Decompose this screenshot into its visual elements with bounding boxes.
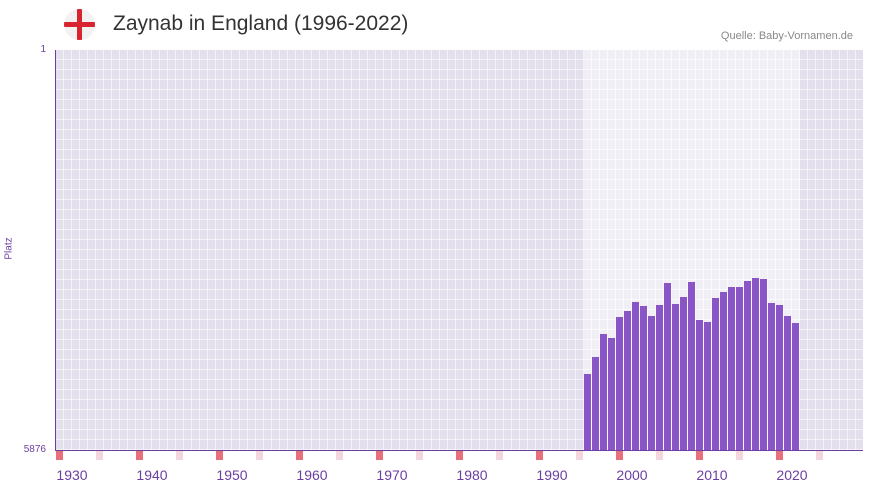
x-axis [55, 450, 863, 451]
x-tick-label: 1930 [56, 467, 88, 483]
bar-1996[interactable] [584, 374, 591, 450]
half-decade-marker [256, 451, 263, 460]
decade-marker [296, 451, 303, 460]
x-tick-label: 1970 [376, 467, 408, 483]
bar-2022[interactable] [792, 323, 799, 450]
y-tick-label: 5876 [23, 444, 46, 455]
x-tick-label: 1940 [136, 467, 168, 483]
bar-2009[interactable] [688, 282, 695, 450]
chart-title: Zaynab in England (1996-2022) [113, 12, 409, 35]
bar-2002[interactable] [632, 302, 639, 450]
y-axis [55, 50, 56, 451]
england-flag-icon [64, 9, 95, 40]
bar-2013[interactable] [720, 292, 727, 450]
half-decade-marker [576, 451, 583, 460]
bar-2005[interactable] [656, 305, 663, 450]
bar-2012[interactable] [712, 297, 719, 450]
bar-2006[interactable] [664, 283, 671, 450]
bar-1998[interactable] [600, 333, 607, 450]
bar-2016[interactable] [744, 280, 751, 450]
bar-2007[interactable] [672, 304, 679, 450]
decade-marker [616, 451, 623, 460]
half-decade-marker [496, 451, 503, 460]
x-tick-label: 1990 [536, 467, 568, 483]
bar-1999[interactable] [608, 337, 615, 450]
bar-1997[interactable] [592, 356, 599, 450]
decade-marker [56, 451, 63, 460]
bar-2010[interactable] [696, 319, 703, 450]
bar-2021[interactable] [784, 316, 791, 450]
half-decade-marker [336, 451, 343, 460]
half-decade-marker [736, 451, 743, 460]
bar-2008[interactable] [680, 297, 687, 450]
x-tick-label: 2010 [696, 467, 728, 483]
bar-2001[interactable] [624, 311, 631, 450]
bar-2004[interactable] [648, 316, 655, 450]
y-axis-label: Platz [3, 237, 15, 260]
bar-2000[interactable] [616, 317, 623, 450]
decade-marker [456, 451, 463, 460]
half-decade-marker [176, 451, 183, 460]
bar-2003[interactable] [640, 305, 647, 450]
y-tick-label: 1 [40, 44, 46, 55]
half-decade-marker [816, 451, 823, 460]
bar-2019[interactable] [768, 302, 775, 450]
half-decade-marker [656, 451, 663, 460]
decade-marker [776, 451, 783, 460]
source-link[interactable]: Quelle: Baby-Vornamen.de [720, 30, 853, 42]
bar-2020[interactable] [776, 305, 783, 450]
decade-marker [536, 451, 543, 460]
x-tick-label: 1980 [456, 467, 488, 483]
bar-2017[interactable] [752, 278, 759, 450]
decade-marker [216, 451, 223, 460]
x-tick-label: 2020 [776, 467, 808, 483]
bar-2011[interactable] [704, 322, 711, 450]
x-tick-label: 1950 [216, 467, 248, 483]
half-decade-marker [416, 451, 423, 460]
half-decade-marker [96, 451, 103, 460]
bar-2018[interactable] [760, 279, 767, 450]
decade-marker [696, 451, 703, 460]
bar-2014[interactable] [728, 286, 735, 450]
bar-2015[interactable] [736, 286, 743, 450]
plot-area [56, 50, 863, 450]
decade-marker [376, 451, 383, 460]
x-tick-label: 2000 [616, 467, 648, 483]
x-tick-label: 1960 [296, 467, 328, 483]
decade-marker [136, 451, 143, 460]
